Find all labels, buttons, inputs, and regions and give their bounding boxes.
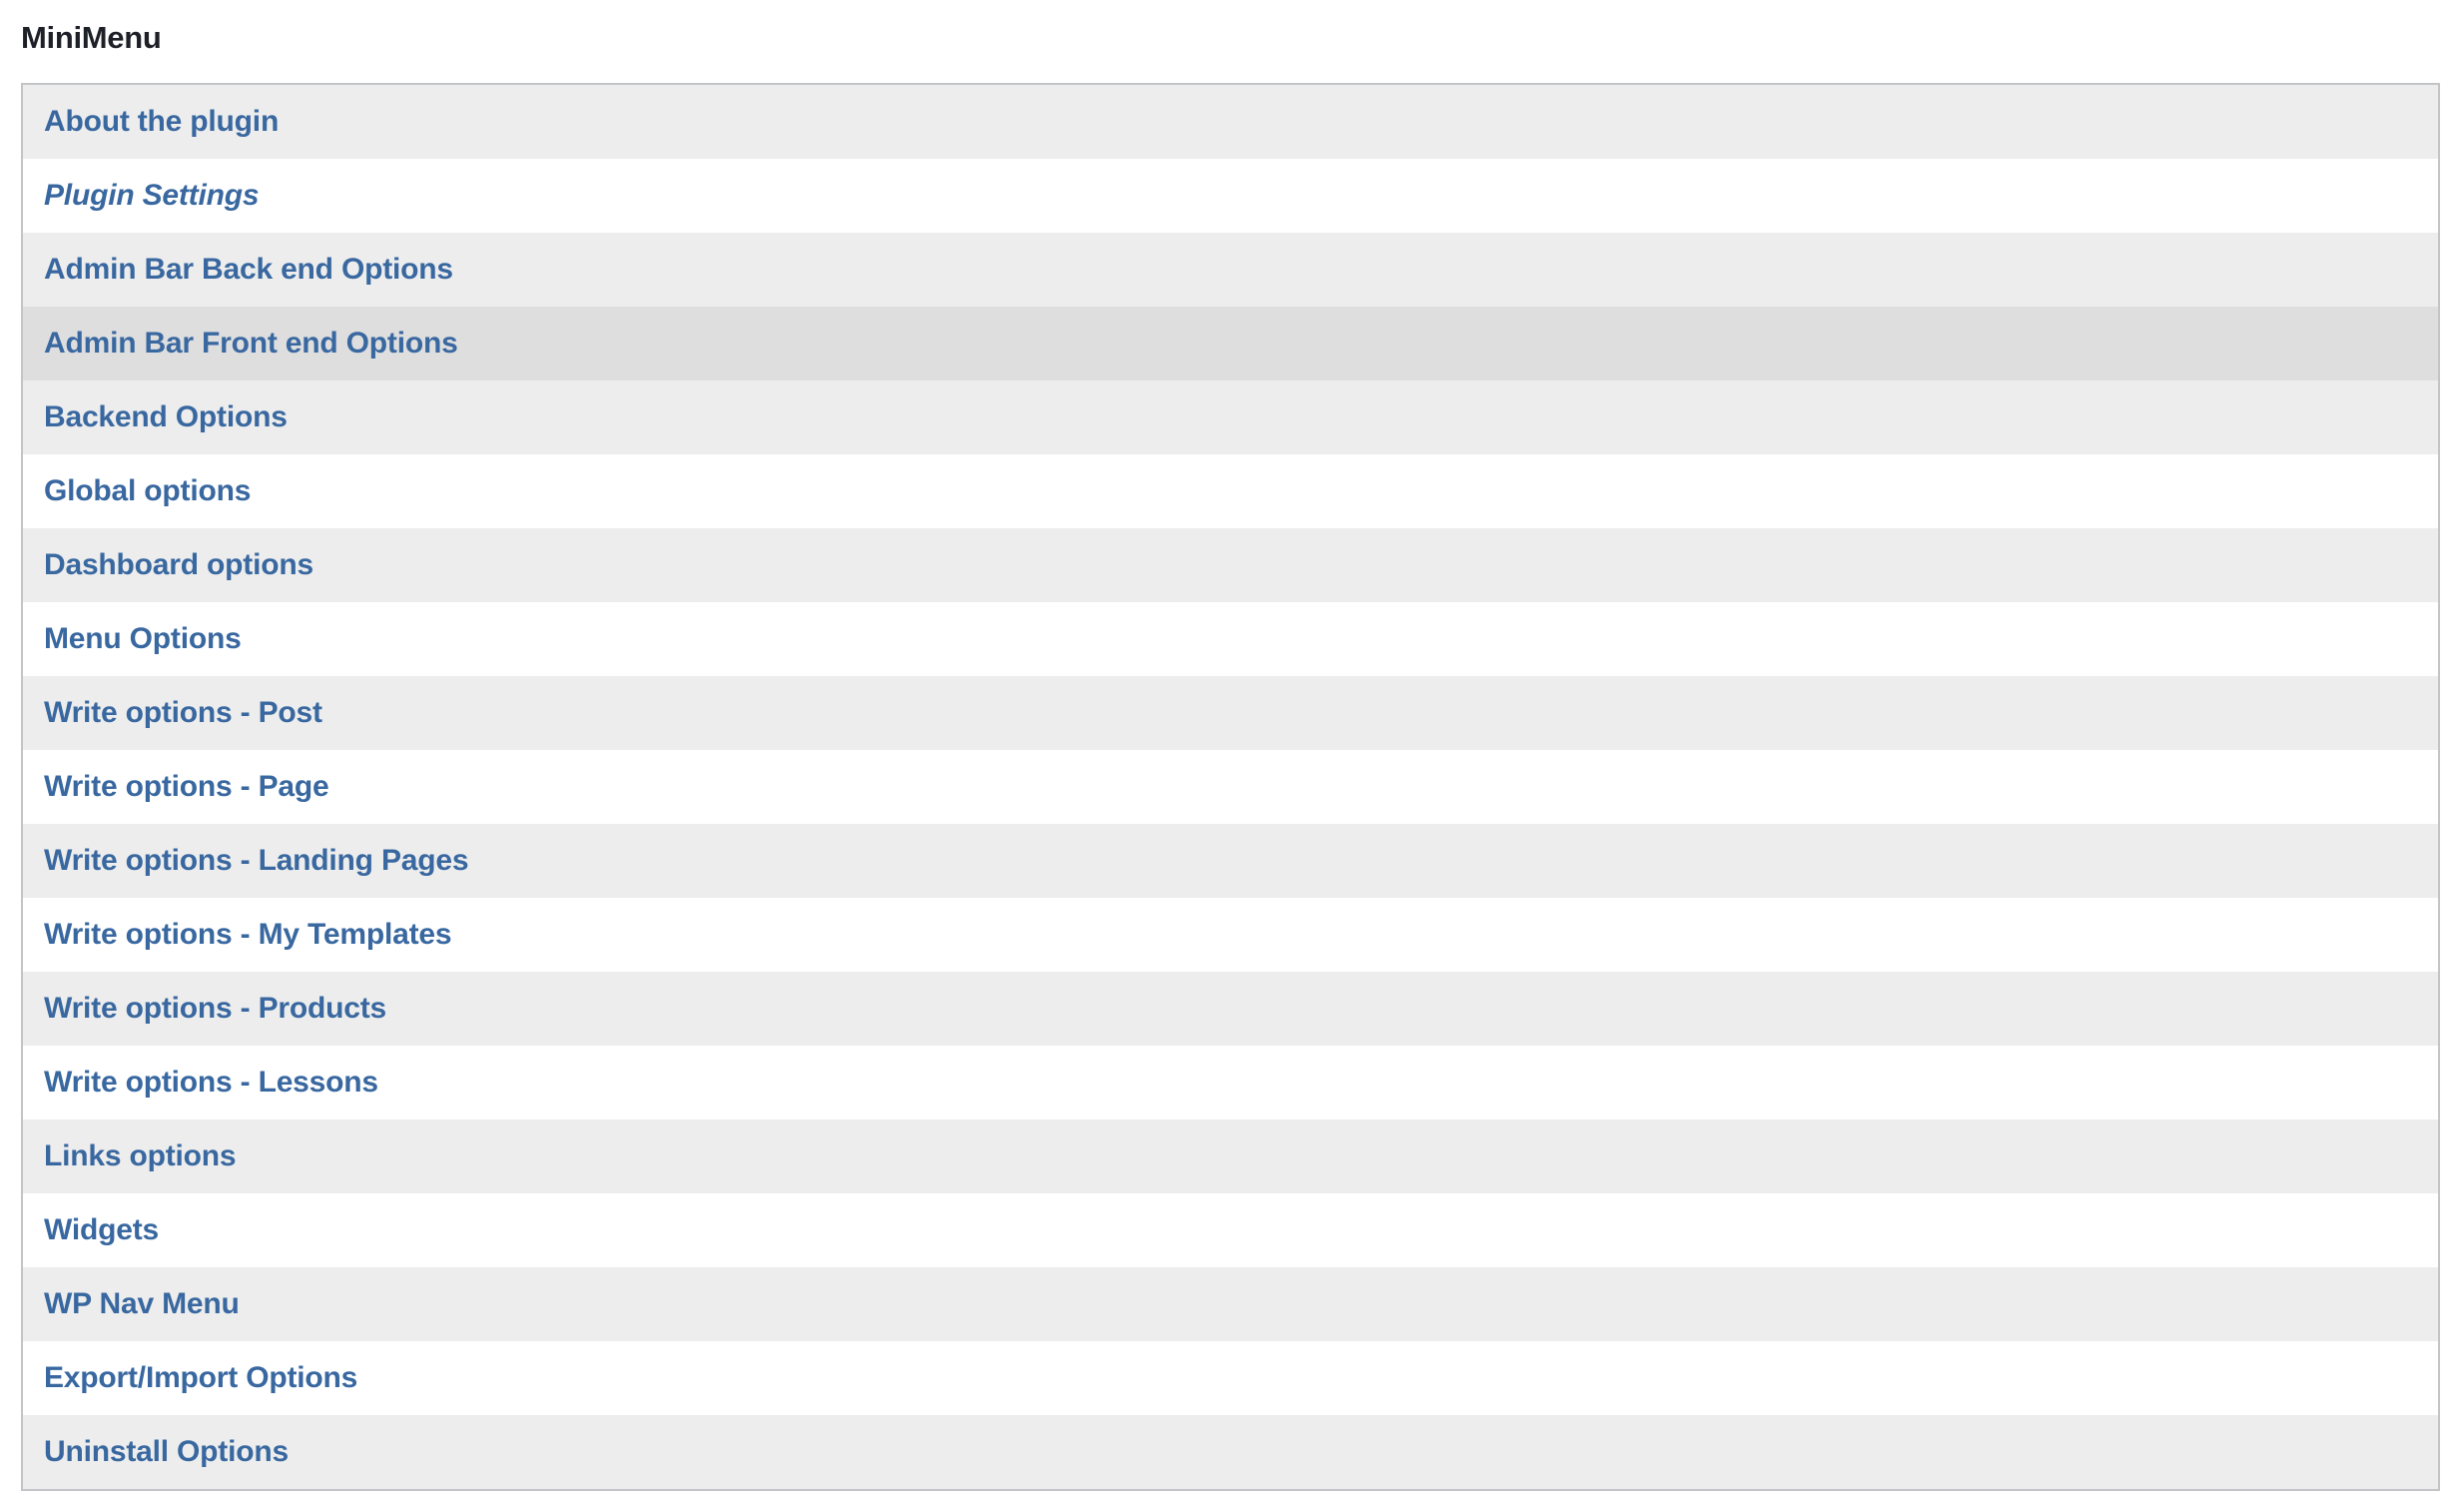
- minimenu-options-table: About the plugin Plugin Settings Admin B…: [21, 83, 2440, 1491]
- menu-row[interactable]: Write options - Landing Pages: [23, 824, 2438, 898]
- menu-row[interactable]: Menu Options: [23, 602, 2438, 676]
- menu-item-link[interactable]: Dashboard options: [44, 548, 313, 581]
- menu-item-link[interactable]: About the plugin: [44, 105, 280, 138]
- plugin-settings-page: MiniMenu About the plugin Plugin Setting…: [0, 18, 2464, 1503]
- menu-item-link[interactable]: Menu Options: [44, 622, 242, 655]
- menu-item-link[interactable]: Write options - Lessons: [44, 1066, 378, 1099]
- menu-item-link[interactable]: Backend Options: [44, 400, 288, 433]
- menu-row[interactable]: Write options - Products: [23, 972, 2438, 1046]
- menu-row[interactable]: Links options: [23, 1120, 2438, 1193]
- menu-row[interactable]: Export/Import Options: [23, 1341, 2438, 1415]
- menu-item-link[interactable]: Export/Import Options: [44, 1361, 358, 1394]
- menu-item-link[interactable]: Plugin Settings: [44, 179, 260, 212]
- menu-item-link[interactable]: Write options - Landing Pages: [44, 844, 469, 877]
- menu-row[interactable]: Write options - Lessons: [23, 1046, 2438, 1120]
- menu-row[interactable]: Dashboard options: [23, 528, 2438, 602]
- menu-row[interactable]: Global options: [23, 454, 2438, 528]
- menu-row[interactable]: Admin Bar Front end Options: [23, 307, 2438, 380]
- menu-item-link[interactable]: WP Nav Menu: [44, 1287, 240, 1320]
- menu-row[interactable]: Backend Options: [23, 380, 2438, 454]
- menu-row[interactable]: Write options - Page: [23, 750, 2438, 824]
- menu-row[interactable]: Write options - My Templates: [23, 898, 2438, 972]
- menu-item-link[interactable]: Admin Bar Back end Options: [44, 253, 453, 286]
- menu-item-link[interactable]: Admin Bar Front end Options: [44, 327, 458, 360]
- menu-item-link[interactable]: Write options - Post: [44, 696, 322, 729]
- menu-item-link[interactable]: Global options: [44, 474, 252, 507]
- menu-row[interactable]: Write options - Post: [23, 676, 2438, 750]
- menu-item-link[interactable]: Uninstall Options: [44, 1435, 289, 1468]
- menu-item-link[interactable]: Write options - Page: [44, 770, 329, 803]
- menu-item-link[interactable]: Links options: [44, 1139, 237, 1172]
- menu-row[interactable]: Plugin Settings: [23, 159, 2438, 233]
- menu-item-link[interactable]: Widgets: [44, 1213, 159, 1246]
- menu-row[interactable]: Admin Bar Back end Options: [23, 233, 2438, 307]
- page-title: MiniMenu: [21, 20, 162, 55]
- menu-row[interactable]: Widgets: [23, 1193, 2438, 1267]
- menu-row[interactable]: Uninstall Options: [23, 1415, 2438, 1489]
- menu-item-link[interactable]: Write options - Products: [44, 992, 386, 1025]
- menu-row[interactable]: About the plugin: [23, 85, 2438, 159]
- menu-row[interactable]: WP Nav Menu: [23, 1267, 2438, 1341]
- menu-item-link[interactable]: Write options - My Templates: [44, 918, 452, 951]
